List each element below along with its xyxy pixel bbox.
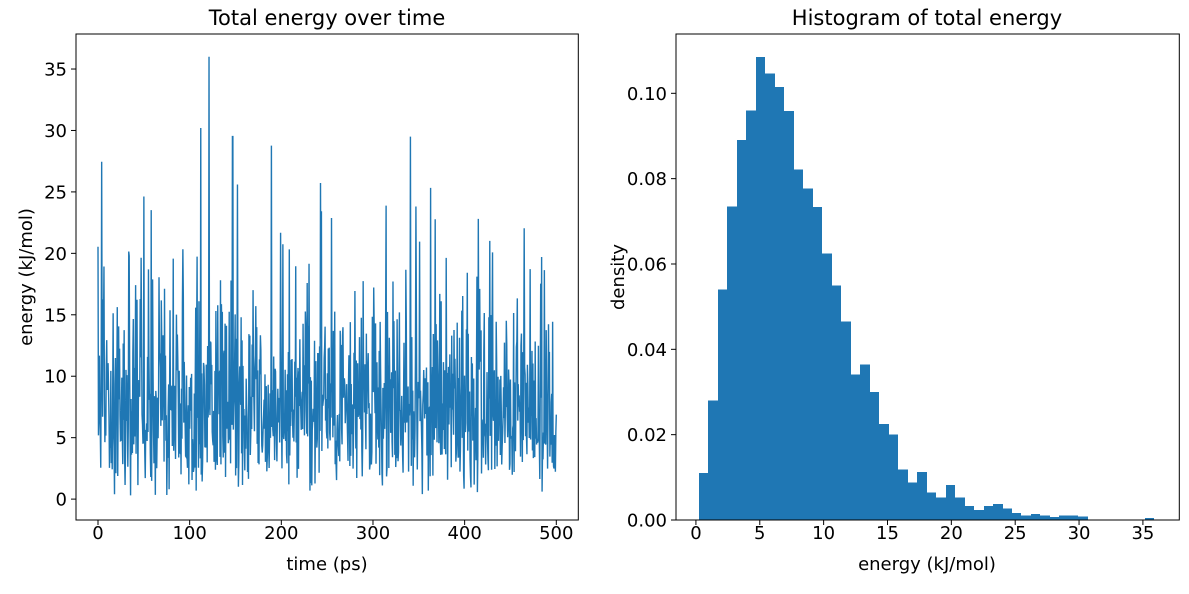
histogram-bar	[908, 482, 917, 520]
y-tick-label: 30	[44, 121, 67, 142]
histogram-bar	[984, 505, 993, 520]
y-tick-label: 0.04	[627, 340, 667, 361]
histogram-bar	[870, 391, 879, 520]
left-ticks: 0 100 200 300 400 500 0 5 10 15 20 25 30 35	[44, 60, 573, 544]
histogram-bar	[708, 400, 718, 520]
y-tick-label: 0.06	[627, 254, 667, 275]
histogram-bar	[813, 206, 822, 520]
histogram-bar	[927, 492, 936, 520]
histogram-bar	[1050, 517, 1059, 520]
x-tick-label: 300	[356, 523, 390, 544]
histogram-bar	[699, 473, 708, 520]
right-ylabel: density	[608, 244, 629, 310]
y-tick-label: 15	[44, 305, 67, 326]
histogram-bar	[955, 497, 965, 520]
left-title: Total energy over time	[208, 6, 446, 30]
x-tick-label: 500	[539, 523, 573, 544]
y-tick-label: 0.10	[627, 84, 667, 105]
histogram-bar	[1069, 515, 1078, 520]
x-tick-label: 30	[1068, 523, 1091, 544]
x-tick-label: 5	[754, 523, 765, 544]
histogram-bar	[727, 206, 737, 520]
x-tick-label: 0	[92, 523, 103, 544]
histogram-bar	[1031, 514, 1040, 520]
histogram-bar	[1059, 515, 1069, 520]
histogram-bar	[765, 73, 775, 520]
x-tick-label: 20	[940, 523, 963, 544]
histogram-bar	[1040, 515, 1050, 520]
histogram-bar	[965, 505, 974, 520]
histogram-bar	[860, 364, 870, 520]
right-ticks: 0 5 10 15 20 25 30 35 0.00 0.02 0.04 0.06 0.08 0.10	[627, 84, 1154, 544]
y-tick-label: 5	[56, 428, 67, 449]
x-tick-label: 10	[812, 523, 835, 544]
y-tick-label: 0.00	[627, 511, 667, 532]
histogram-bar	[917, 472, 927, 520]
histogram-bar	[946, 485, 955, 520]
x-tick-label: 25	[1004, 523, 1027, 544]
energy-line-series	[97, 56, 557, 496]
histogram-bar	[993, 504, 1003, 520]
right-axes-frame	[675, 33, 1180, 521]
histogram-bar	[1145, 517, 1154, 520]
histogram-bar	[889, 434, 898, 520]
y-tick-label: 0.02	[627, 425, 667, 446]
left-xlabel: time (ps)	[286, 554, 367, 575]
histogram-bar	[718, 289, 727, 520]
y-tick-label: 35	[44, 60, 67, 81]
left-axes-frame	[75, 33, 579, 521]
histogram-bar	[1012, 513, 1021, 520]
x-tick-label: 0	[690, 523, 701, 544]
left-chart: 0 100 200 300 400 500 0 5 10 15 20 25 30 35 Total ene…	[16, 6, 579, 575]
histogram-bar	[746, 110, 756, 520]
histogram-bar	[832, 285, 841, 520]
histogram-bar	[803, 188, 813, 521]
y-tick-label: 0	[56, 490, 67, 511]
histogram-bar	[822, 253, 832, 520]
histogram-bar	[794, 169, 803, 521]
histogram-bar	[879, 423, 889, 520]
x-tick-label: 35	[1131, 523, 1154, 544]
histogram-bar	[936, 497, 946, 520]
histogram-bar	[898, 469, 908, 520]
y-tick-label: 0.08	[627, 169, 667, 190]
y-tick-label: 10	[44, 367, 67, 388]
x-tick-label: 400	[447, 523, 481, 544]
histogram-bar	[1021, 515, 1031, 520]
right-chart: 0 5 10 15 20 25 30 35 0.00 0.02 0.04 0.06 0.08 0.10 H…	[608, 6, 1180, 575]
right-title: Histogram of total energy	[792, 6, 1062, 30]
histogram-bar	[851, 374, 860, 520]
histogram-bar	[775, 86, 784, 520]
right-xlabel: energy (kJ/mol)	[858, 554, 996, 575]
histogram-bar	[756, 57, 765, 521]
histogram-bar	[1003, 508, 1012, 520]
histogram-bar	[1078, 516, 1088, 520]
x-tick-label: 100	[172, 523, 206, 544]
y-tick-label: 25	[44, 182, 67, 203]
histogram-bar	[737, 140, 746, 520]
y-tick-label: 20	[44, 244, 67, 265]
histogram-bar	[974, 510, 984, 520]
x-tick-label: 200	[264, 523, 298, 544]
histogram-bars	[699, 57, 1154, 521]
histogram-bar	[841, 321, 851, 520]
histogram-bar	[784, 110, 794, 521]
x-tick-label: 15	[876, 523, 899, 544]
left-ylabel: energy (kJ/mol)	[16, 208, 37, 346]
